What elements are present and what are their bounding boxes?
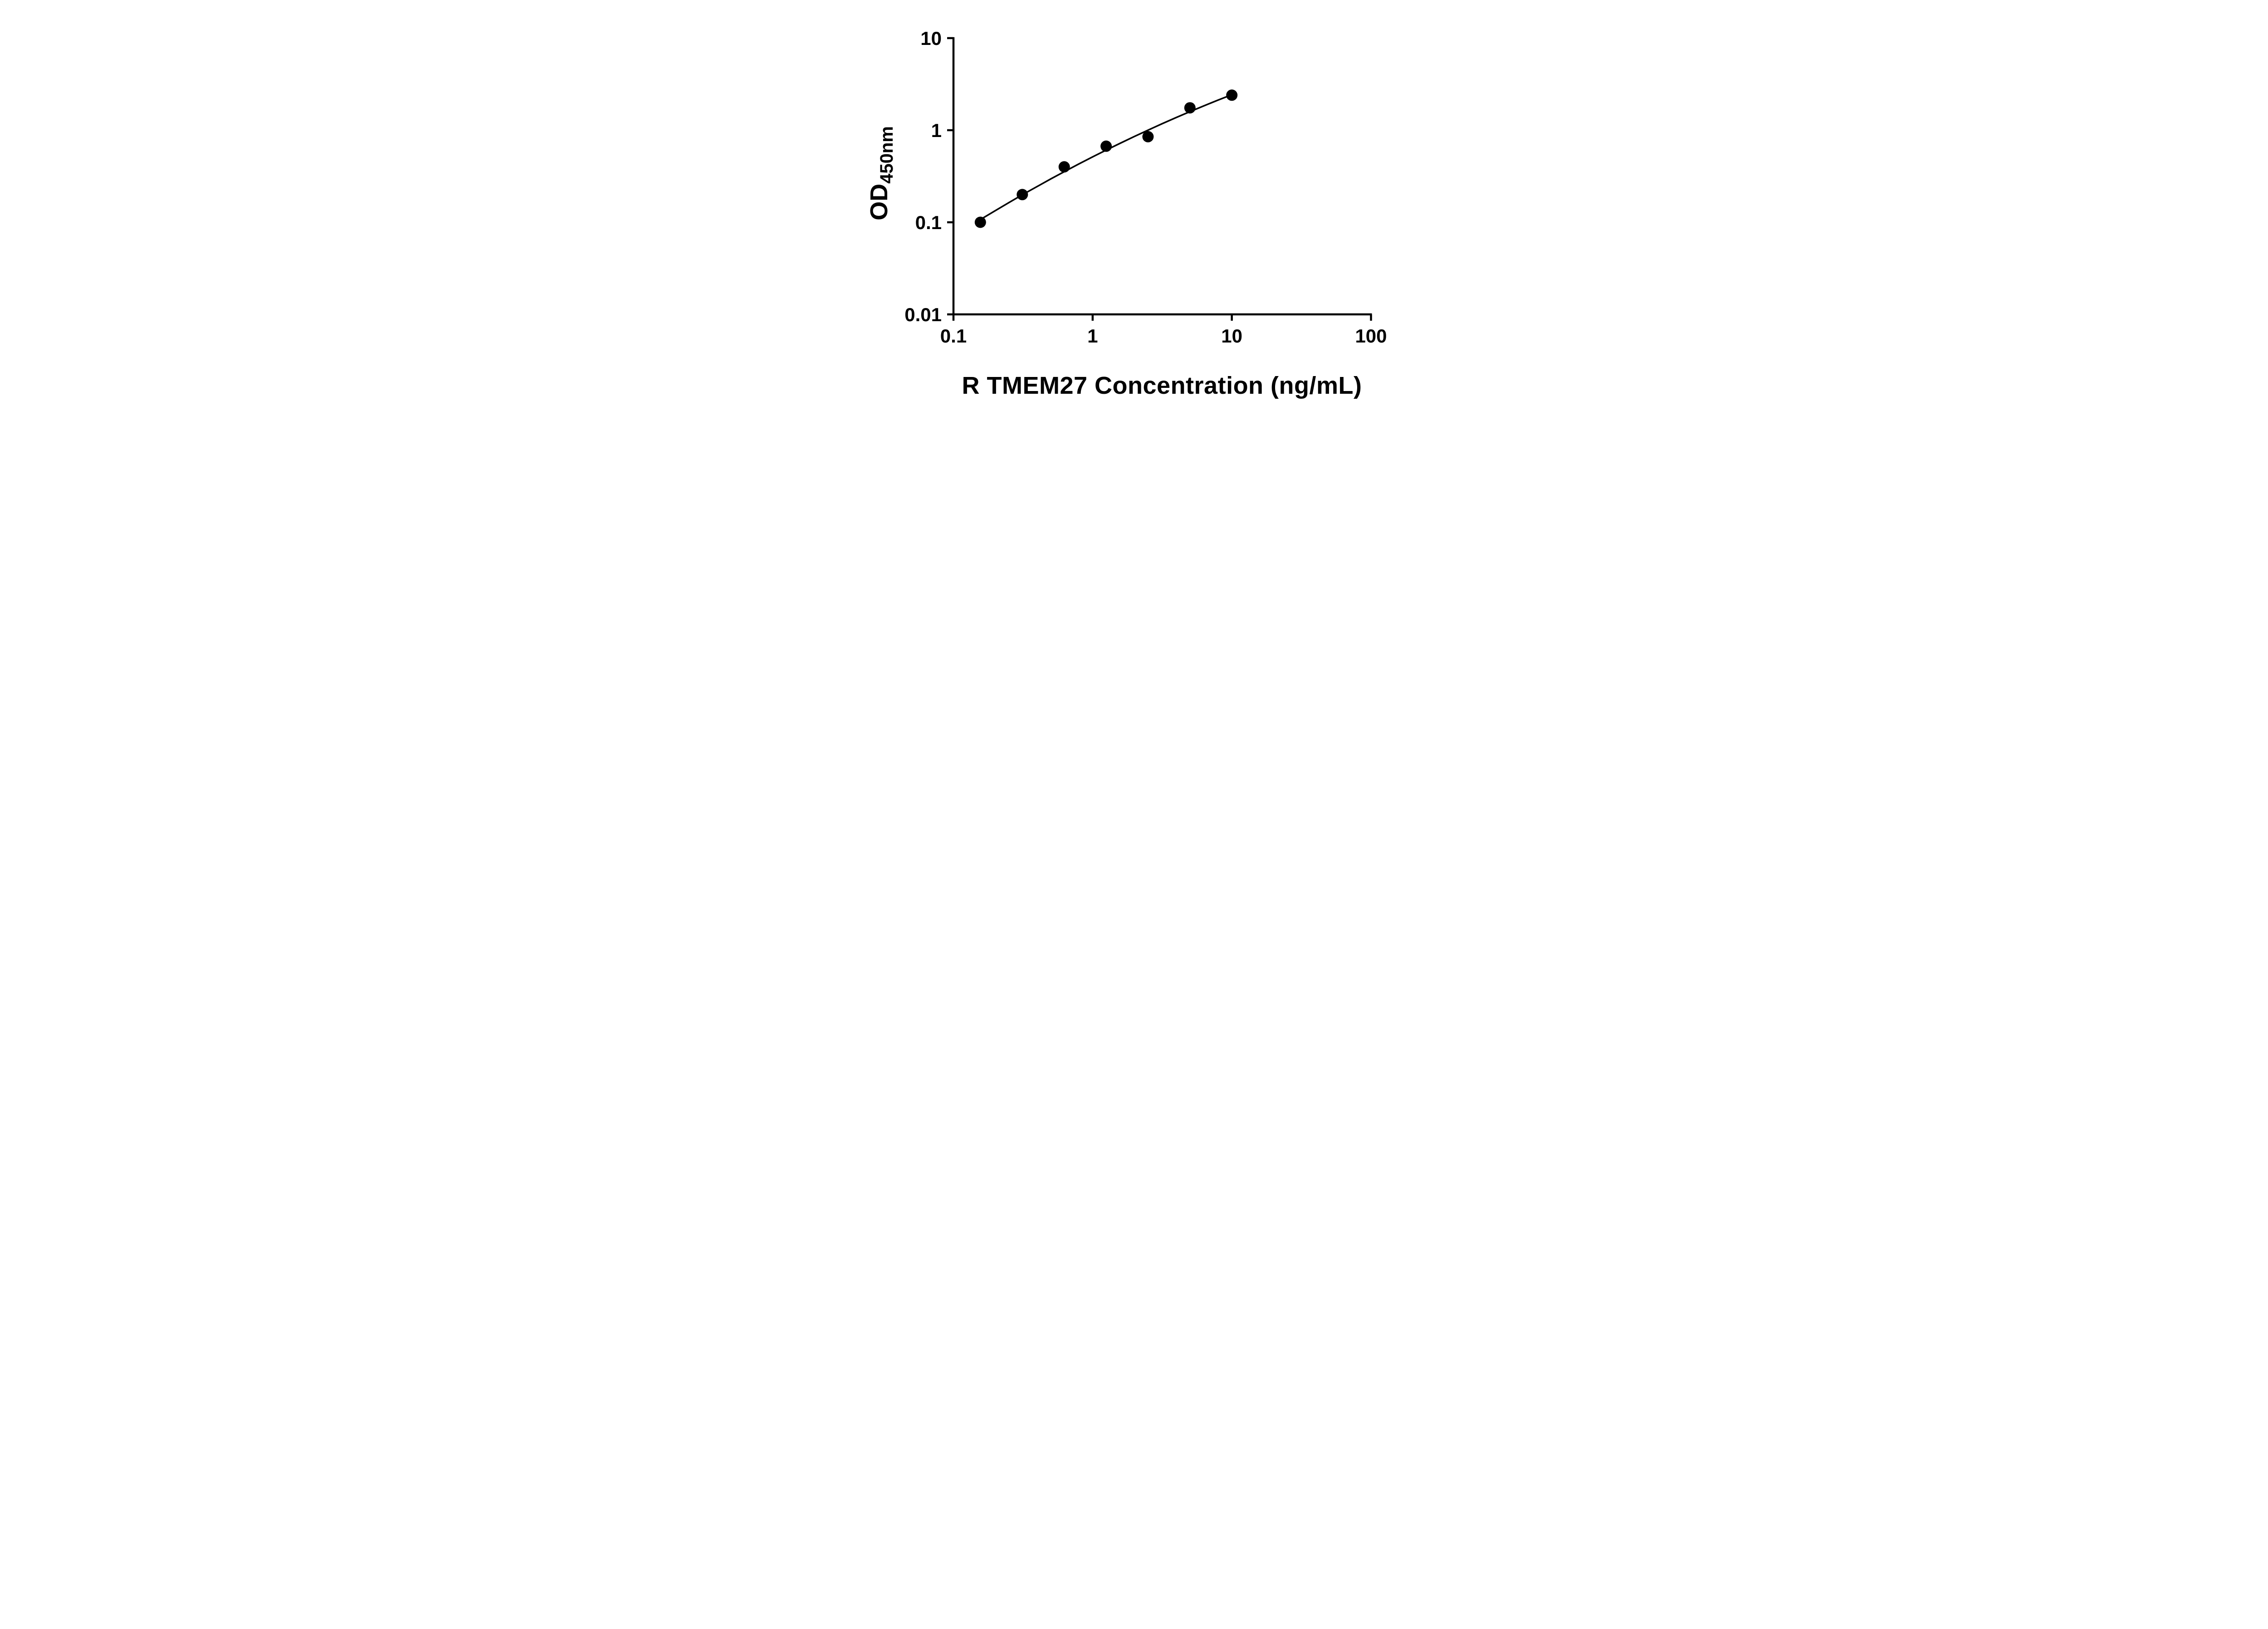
x-tick-label: 1 — [1087, 325, 1098, 347]
x-tick-label: 10 — [1221, 325, 1242, 347]
x-tick-label: 100 — [1355, 325, 1387, 347]
axes-spine — [952, 37, 1372, 316]
data-point — [1226, 89, 1237, 101]
y-axis-title-base: OD — [865, 183, 893, 220]
data-point — [1016, 189, 1028, 201]
y-tick-label: 0.01 — [904, 304, 942, 325]
x-tick-label: 0.1 — [940, 325, 966, 347]
y-axis-title: OD450nm — [865, 126, 897, 220]
x-axis-title: R TMEM27 Concentration (ng/mL) — [962, 372, 1362, 399]
data-point — [1100, 140, 1112, 152]
fit-curve-line — [979, 94, 1232, 220]
y-axis-title-subscript: 450nm — [876, 126, 897, 184]
data-point — [1184, 102, 1196, 114]
data-point — [1142, 131, 1154, 142]
y-tick-label: 10 — [920, 28, 942, 49]
elisa-standard-curve-figure: 0.1 1 10 100 0.01 0.1 1 10 R TMEM27 Concentrati… — [842, 0, 1426, 407]
y-tick-label: 0.1 — [915, 212, 941, 233]
data-point — [1058, 161, 1070, 173]
y-tick-label: 1 — [931, 120, 941, 141]
data-point — [974, 216, 986, 228]
